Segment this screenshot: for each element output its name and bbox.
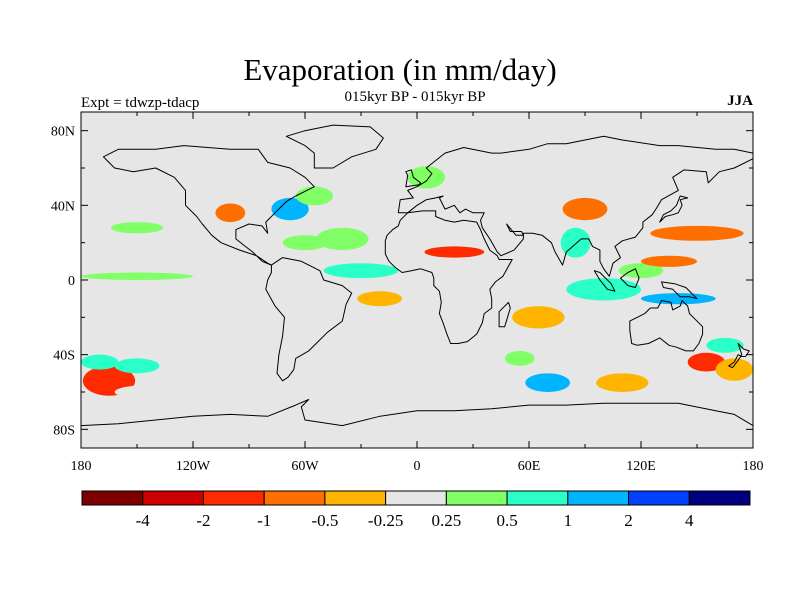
anomaly-region (650, 225, 744, 241)
anomaly-region (114, 358, 160, 374)
x-tick-label: 60E (518, 459, 541, 474)
anomaly-region (323, 263, 399, 279)
anomaly-region (323, 317, 362, 336)
anomaly-region (504, 350, 535, 366)
anomaly-region (295, 186, 334, 206)
coastline-new-guinea (661, 281, 698, 300)
anomaly-field (81, 158, 753, 400)
colorbar-swatch (202, 490, 265, 506)
colorbar-swatch (142, 490, 204, 506)
coastline-eurasia (397, 135, 753, 277)
y-tick-label: 0 (68, 274, 75, 289)
anomaly-region (353, 283, 406, 295)
anomaly-region (562, 197, 608, 221)
colorbar-swatch (567, 490, 630, 506)
anomaly-region (641, 293, 716, 305)
anomaly-region (88, 339, 149, 355)
y-tick-label: 40N (51, 199, 75, 214)
anomaly-region (525, 373, 571, 392)
colorbar-swatch (628, 490, 690, 506)
anomaly-region (512, 306, 565, 329)
colorbar: -4 -2 -1 -0.5 -0.25 0.25 0.5 1 2 4 (81, 490, 751, 530)
anomaly-region (271, 197, 309, 221)
coastline-arabia-gulf (506, 223, 524, 236)
anomaly-region (641, 255, 697, 267)
colorbar-label: 2 (624, 511, 633, 530)
coastline-new-zealand (728, 343, 750, 369)
anomaly-region (706, 337, 744, 353)
colorbar-label: -4 (136, 511, 151, 530)
coastline-greenland (285, 124, 384, 169)
anomaly-region (357, 291, 403, 307)
colorbar-swatch (506, 490, 569, 506)
coastline-borneo (620, 268, 640, 288)
colorbar-label: 0.5 (496, 511, 517, 530)
colorbar-label: -1 (257, 511, 271, 530)
coastline-africa (384, 210, 513, 344)
coastline-madagascar (498, 301, 511, 328)
coastline-sumatra (593, 270, 616, 292)
coastline-antarctica (81, 399, 753, 448)
anomaly-region (81, 272, 193, 280)
coastlines (81, 124, 753, 448)
anomaly-region (407, 166, 446, 189)
y-tick-label: 80N (51, 125, 75, 140)
y-tick-label: 80S (53, 423, 75, 438)
anomaly-region (687, 352, 725, 372)
coastline-north-america (102, 145, 315, 266)
colorbar-label: 4 (685, 511, 694, 530)
colorbar-label: 1 (564, 511, 573, 530)
anomaly-region (715, 358, 753, 381)
x-tick-label: 60W (291, 459, 319, 474)
colorbar-label: 0.25 (431, 511, 461, 530)
experiment-label: Expt = tdwzp-tdacp (81, 95, 200, 111)
anomaly-region (81, 354, 119, 370)
x-tick-label: 0 (414, 459, 421, 474)
x-tick-label: 120E (626, 459, 656, 474)
x-tick-label: 180 (71, 459, 92, 474)
anomaly-region (596, 373, 649, 392)
coastline-australia (629, 300, 704, 352)
coastline-japan (659, 195, 689, 223)
season-label: JJA (727, 93, 753, 109)
figure-title: Evaporation (in mm/day) (243, 52, 557, 87)
colorbar-swatch (688, 490, 751, 506)
anomaly-region (424, 246, 485, 258)
colorbar-label: -0.25 (368, 511, 403, 530)
anomaly-region (159, 326, 227, 346)
coastline-uk (405, 169, 422, 188)
coastline-south-america (265, 257, 353, 382)
colorbar-swatch (81, 490, 144, 506)
anomaly-region (110, 222, 164, 234)
y-tick-label: 40S (53, 349, 75, 364)
anomaly-region (624, 315, 677, 338)
x-tick-label: 120W (176, 459, 211, 474)
anomaly-region (215, 203, 246, 223)
colorbar-swatch (445, 490, 508, 506)
anomaly-region (618, 263, 664, 279)
anomaly-region (207, 354, 253, 378)
anomaly-region (146, 255, 240, 267)
colorbar-swatch (385, 490, 447, 506)
colorbar-swatch (263, 490, 326, 506)
anomaly-region (114, 384, 197, 400)
anomaly-region (560, 227, 591, 258)
colorbar-label: -0.5 (311, 511, 338, 530)
figure-subtitle: 015kyr BP - 015kyr BP (344, 89, 486, 105)
plot-area (81, 124, 753, 448)
x-tick-label: 180 (743, 459, 764, 474)
anomaly-region (450, 212, 496, 236)
colorbar-swatch (324, 490, 387, 506)
colorbar-label: -2 (196, 511, 210, 530)
anomaly-region (454, 158, 529, 178)
anomaly-region (316, 227, 369, 251)
anomaly-region (566, 278, 642, 301)
